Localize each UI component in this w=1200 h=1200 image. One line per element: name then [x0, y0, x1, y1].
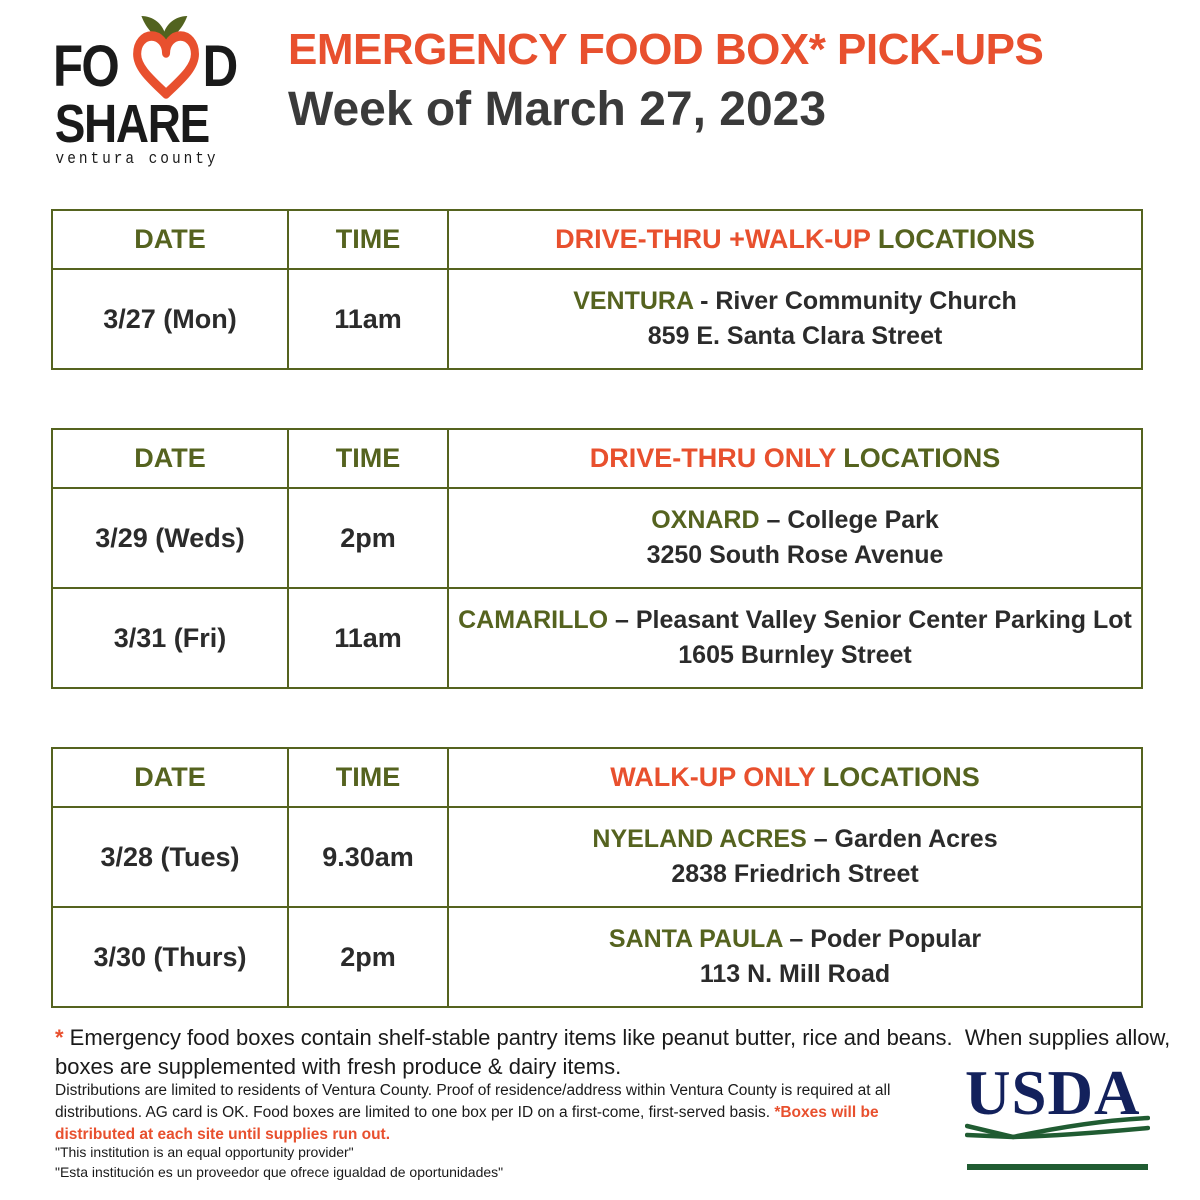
svg-text:ventura county: ventura county [56, 149, 219, 168]
svg-text:FO: FO [53, 34, 118, 99]
svg-text:D: D [203, 34, 237, 99]
svg-text:SHARE: SHARE [55, 94, 209, 154]
